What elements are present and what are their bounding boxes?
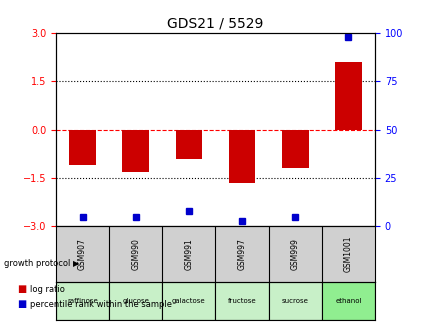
FancyBboxPatch shape (321, 282, 374, 320)
Text: sucrose: sucrose (281, 298, 308, 304)
Text: glucose: glucose (122, 298, 149, 304)
Bar (122, 129, 149, 171)
Text: GSM997: GSM997 (237, 238, 246, 270)
FancyBboxPatch shape (56, 282, 109, 320)
Text: GSM1001: GSM1001 (343, 236, 352, 272)
Text: ■: ■ (17, 299, 26, 309)
Text: log ratio: log ratio (30, 285, 65, 294)
FancyBboxPatch shape (268, 282, 321, 320)
Bar (281, 129, 308, 168)
Bar (335, 62, 361, 129)
Text: GSM991: GSM991 (184, 238, 193, 270)
Bar (175, 129, 202, 159)
Text: raffinose: raffinose (67, 298, 98, 304)
Bar (228, 129, 255, 183)
Text: fructose: fructose (227, 298, 256, 304)
Text: ethanol: ethanol (335, 298, 361, 304)
Text: percentile rank within the sample: percentile rank within the sample (30, 300, 172, 309)
FancyBboxPatch shape (162, 282, 215, 320)
Text: GSM907: GSM907 (78, 238, 87, 270)
Bar (69, 129, 96, 165)
Text: galactose: galactose (172, 298, 205, 304)
Title: GDS21 / 5529: GDS21 / 5529 (167, 16, 263, 30)
Text: GSM990: GSM990 (131, 238, 140, 270)
FancyBboxPatch shape (215, 282, 268, 320)
Text: GSM999: GSM999 (290, 238, 299, 270)
Text: ■: ■ (17, 284, 26, 294)
Text: growth protocol ▶: growth protocol ▶ (4, 259, 80, 268)
FancyBboxPatch shape (109, 282, 162, 320)
